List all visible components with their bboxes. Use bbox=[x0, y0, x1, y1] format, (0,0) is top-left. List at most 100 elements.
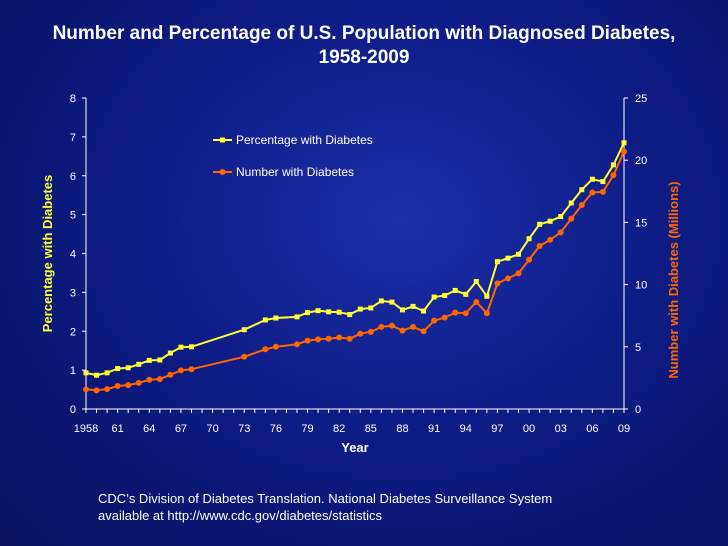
percentage-data-point bbox=[378, 298, 384, 304]
number-data-point bbox=[420, 328, 427, 335]
right-y-tick-label: 5 bbox=[635, 342, 641, 354]
x-tick-label: 1958 bbox=[74, 423, 98, 435]
percentage-data-point bbox=[262, 317, 268, 323]
percentage-data-point bbox=[389, 299, 395, 305]
number-data-point bbox=[104, 386, 111, 393]
left-y-tick-label: 5 bbox=[70, 210, 76, 222]
percentage-data-point bbox=[484, 293, 490, 299]
legend-number-label: Number with Diabetes bbox=[236, 165, 354, 179]
number-data-point bbox=[578, 201, 585, 208]
x-tick-label: 97 bbox=[491, 423, 503, 435]
percentage-data-point bbox=[568, 200, 574, 206]
source-line1: CDC’s Division of Diabetes Translation. … bbox=[98, 491, 553, 506]
x-tick-label: 94 bbox=[460, 423, 472, 435]
x-tick-label: 00 bbox=[523, 423, 535, 435]
percentage-data-point bbox=[431, 294, 437, 300]
chart-title-line2: 1958-2009 bbox=[318, 47, 410, 68]
percentage-data-point bbox=[188, 344, 194, 350]
right-y-axis-title: Number with Diabetes (Millions) bbox=[666, 181, 681, 378]
number-data-point bbox=[610, 172, 617, 179]
number-data-point bbox=[515, 270, 522, 277]
percentage-data-point bbox=[421, 308, 427, 314]
chart-title-line1: Number and Percentage of U.S. Population… bbox=[52, 23, 676, 44]
legend-percentage-marker bbox=[220, 137, 225, 143]
legend-percentage-label: Percentage with Diabetes bbox=[236, 133, 373, 147]
left-y-tick-label: 6 bbox=[70, 171, 76, 183]
x-tick-label: 76 bbox=[270, 423, 282, 435]
number-data-point bbox=[325, 335, 332, 342]
number-data-point bbox=[536, 243, 543, 250]
number-data-point bbox=[378, 323, 385, 330]
number-data-point bbox=[304, 337, 311, 344]
percentage-data-point bbox=[326, 309, 332, 315]
percentage-data-point bbox=[83, 370, 89, 376]
x-axis-title: Year bbox=[341, 440, 368, 455]
percentage-data-point bbox=[410, 303, 416, 309]
x-tick-label: 82 bbox=[333, 423, 345, 435]
left-y-tick-label: 4 bbox=[70, 249, 76, 261]
percentage-data-point bbox=[610, 162, 616, 168]
number-data-point bbox=[167, 371, 174, 378]
x-tick-label: 85 bbox=[365, 423, 377, 435]
number-data-point bbox=[357, 330, 364, 337]
number-data-point bbox=[241, 353, 248, 360]
x-tick-label: 70 bbox=[206, 423, 218, 435]
percentage-data-point bbox=[115, 366, 121, 372]
number-data-point bbox=[272, 343, 279, 350]
legend-number-marker bbox=[219, 169, 226, 175]
number-data-point bbox=[399, 327, 406, 334]
number-series-line bbox=[85, 151, 625, 392]
number-data-point bbox=[557, 229, 564, 236]
number-data-point bbox=[526, 256, 533, 263]
number-data-point bbox=[346, 335, 353, 342]
number-data-point bbox=[336, 334, 343, 341]
number-data-point bbox=[146, 376, 153, 383]
x-tick-label: 91 bbox=[428, 423, 440, 435]
x-tick-label: 61 bbox=[112, 423, 124, 435]
x-tick-label: 03 bbox=[555, 423, 567, 435]
percentage-data-point bbox=[473, 278, 479, 284]
number-data-point bbox=[93, 387, 100, 394]
number-data-point bbox=[504, 275, 511, 282]
percentage-data-point bbox=[294, 314, 300, 320]
number-data-point bbox=[388, 322, 395, 329]
number-data-point bbox=[125, 382, 132, 389]
x-tick-label: 73 bbox=[238, 423, 250, 435]
number-data-point bbox=[568, 215, 575, 222]
x-tick-label: 64 bbox=[143, 423, 155, 435]
percentage-data-point bbox=[547, 218, 553, 224]
number-data-point bbox=[188, 366, 195, 373]
percentage-data-point bbox=[600, 179, 606, 185]
left-y-tick-label: 8 bbox=[70, 93, 76, 105]
percentage-data-point bbox=[136, 361, 142, 367]
number-data-point bbox=[293, 341, 300, 348]
percentage-data-point bbox=[357, 306, 363, 312]
number-data-point bbox=[262, 346, 269, 353]
left-y-tick-label: 1 bbox=[70, 365, 76, 377]
number-data-point bbox=[494, 280, 501, 287]
percentage-data-point bbox=[463, 291, 469, 297]
number-data-point bbox=[452, 309, 459, 316]
number-data-point bbox=[114, 382, 121, 389]
percentage-data-point bbox=[537, 221, 543, 227]
left-y-tick-label: 2 bbox=[70, 326, 76, 338]
percentage-data-point bbox=[125, 365, 131, 371]
percentage-data-point bbox=[146, 357, 152, 363]
percentage-data-point bbox=[621, 140, 627, 146]
left-y-tick-label: 7 bbox=[70, 132, 76, 144]
number-data-point bbox=[156, 376, 163, 383]
number-data-point bbox=[367, 328, 374, 335]
percentage-data-point bbox=[178, 344, 184, 350]
number-data-point bbox=[589, 189, 596, 196]
percentage-data-point bbox=[241, 327, 247, 333]
chart-title: Number and Percentage of U.S. Population… bbox=[0, 22, 728, 70]
number-data-point bbox=[621, 148, 627, 155]
left-y-axis-title: Percentage with Diabetes bbox=[40, 175, 55, 333]
number-data-point bbox=[315, 336, 322, 343]
percentage-data-point bbox=[442, 292, 448, 298]
percentage-data-point bbox=[273, 315, 279, 321]
number-data-point bbox=[83, 386, 89, 393]
percentage-data-point bbox=[347, 312, 353, 318]
percentage-data-point bbox=[526, 236, 532, 242]
